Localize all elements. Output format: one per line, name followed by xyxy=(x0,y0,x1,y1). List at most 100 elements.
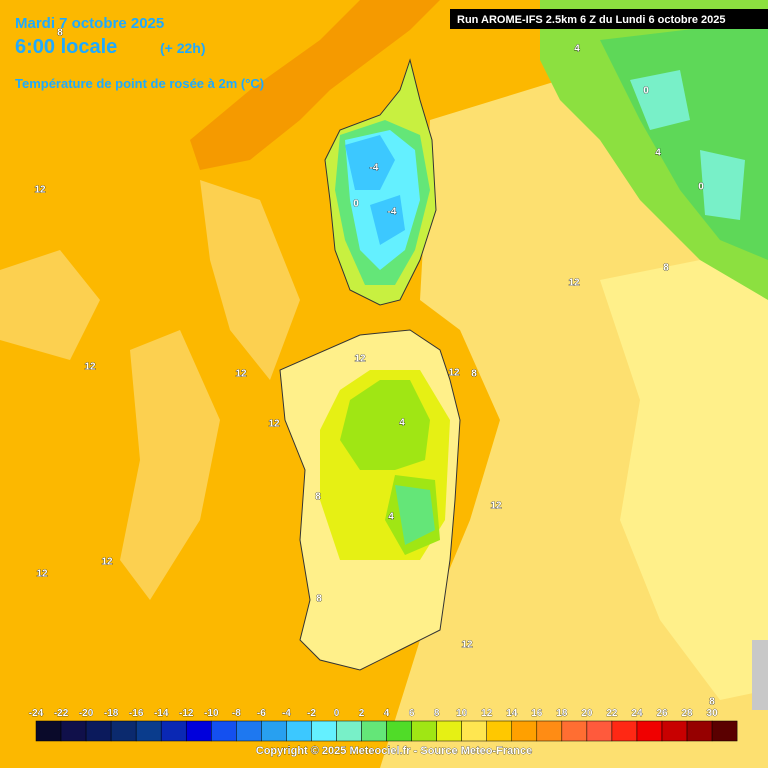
legend-swatch xyxy=(261,720,287,742)
contour-label: 8 xyxy=(471,369,477,380)
legend-tick-label: 22 xyxy=(606,708,618,719)
contour-label: -4 xyxy=(388,207,397,218)
contour-label: 12 xyxy=(568,278,580,289)
contour-label: 8 xyxy=(709,697,715,708)
legend-swatch xyxy=(586,720,613,742)
contour-label: 8 xyxy=(315,492,321,503)
legend-swatch xyxy=(411,720,437,742)
legend-tick-label: -10 xyxy=(204,708,219,719)
legend-tick-label: -14 xyxy=(154,708,169,719)
time: 6:00 locale xyxy=(15,36,117,58)
legend-swatch xyxy=(711,720,738,742)
legend-tick-label: 10 xyxy=(456,708,468,719)
contour-labels: 12 12 12 12 12 12 12 12 12 12 12 8 8 8 8 8 8 4 4 4 4 0 0 0 -4 -4 xyxy=(34,27,715,708)
contour-label: 12 xyxy=(34,185,46,196)
legend-swatch xyxy=(436,720,462,742)
legend-swatch xyxy=(636,720,663,742)
legend-tick-label: -4 xyxy=(282,708,291,719)
legend-swatch xyxy=(336,720,362,742)
color-legend: -24 -22 -20 -18 -16 -14 -12 -10 -8 -6 -4 -2 0 2 4 6 8 10 1… xyxy=(29,708,738,742)
legend-tick-label: -24 xyxy=(29,708,44,719)
legend-swatch xyxy=(386,720,412,742)
contour-label: 12 xyxy=(268,419,280,430)
legend-swatch xyxy=(35,720,62,742)
legend-tick-label: 28 xyxy=(681,708,693,719)
contour-label: 0 xyxy=(643,86,649,97)
contour-label: -4 xyxy=(370,163,379,174)
legend-swatch xyxy=(135,720,162,742)
legend-tick-label: 8 xyxy=(434,708,440,719)
copyright: Copyright © 2025 Meteociel.fr - Source M… xyxy=(256,745,532,757)
legend-tick-label: 16 xyxy=(531,708,543,719)
legend-tick-label: 24 xyxy=(631,708,643,719)
contour-label: 0 xyxy=(698,182,704,193)
contour-label: 12 xyxy=(490,501,502,512)
legend-tick-label: -18 xyxy=(104,708,119,719)
contour-label: 12 xyxy=(36,569,48,580)
legend-swatch xyxy=(536,720,563,742)
legend-swatch xyxy=(511,720,538,742)
legend-swatch xyxy=(85,720,112,742)
field-area xyxy=(630,70,745,220)
legend-swatch xyxy=(561,720,588,742)
legend-swatch xyxy=(110,720,137,742)
contour-label: 12 xyxy=(448,368,460,379)
contour-label: 12 xyxy=(235,369,247,380)
legend-swatch xyxy=(185,720,212,742)
legend-tick-label: -2 xyxy=(307,708,316,719)
legend-tick-label: 12 xyxy=(481,708,493,719)
field-area xyxy=(600,260,768,700)
contour-label: 12 xyxy=(101,557,113,568)
legend-tick-label: 0 xyxy=(334,708,340,719)
map-title: Température de point de rosée à 2m (°C) xyxy=(15,76,264,91)
field-area xyxy=(200,180,300,380)
contour-label: 8 xyxy=(57,28,63,39)
field-area xyxy=(190,0,440,170)
legend-swatch xyxy=(461,720,487,742)
contour-label: 8 xyxy=(316,594,322,605)
field-area xyxy=(120,330,220,600)
legend-tick-label: 4 xyxy=(384,708,390,719)
field-area xyxy=(345,135,405,245)
legend-swatch xyxy=(361,720,387,742)
contour-label: 4 xyxy=(574,44,580,55)
legend-tick-label: -22 xyxy=(54,708,69,719)
legend-tick-label: -6 xyxy=(257,708,266,719)
legend-swatch xyxy=(286,720,312,742)
run-box xyxy=(450,9,768,29)
legend-tick-label: -12 xyxy=(179,708,194,719)
legend-swatch xyxy=(211,720,237,742)
legend-swatch xyxy=(611,720,638,742)
contour-label: 12 xyxy=(461,640,473,651)
legend-tick-label: 2 xyxy=(359,708,365,719)
contour-label: 8 xyxy=(663,263,669,274)
contour-label: 4 xyxy=(655,148,661,159)
contour-label: 4 xyxy=(399,418,405,429)
legend-tick-label: -16 xyxy=(129,708,144,719)
legend-tick-label: -8 xyxy=(232,708,241,719)
legend-swatch xyxy=(661,720,688,742)
date: Mardi 7 octobre 2025 xyxy=(15,15,164,32)
field-area xyxy=(395,485,435,545)
legend-swatch xyxy=(686,720,713,742)
legend-tick-label: 30 xyxy=(707,708,719,719)
legend-tick-label: 6 xyxy=(409,708,415,719)
lead-time: (+ 22h) xyxy=(160,40,206,56)
legend-tick-label: 26 xyxy=(656,708,668,719)
run-info: Run AROME-IFS 2.5km 6 Z du Lundi 6 octob… xyxy=(457,14,726,26)
no-data xyxy=(752,640,768,710)
legend-swatch xyxy=(311,720,337,742)
legend-tick-label: 18 xyxy=(556,708,568,719)
contour-label: 4 xyxy=(388,512,394,523)
legend-swatch xyxy=(236,720,262,742)
contour-label: 12 xyxy=(84,362,96,373)
legend-tick-label: -20 xyxy=(79,708,94,719)
legend-tick-label: 14 xyxy=(506,708,518,719)
legend-swatch xyxy=(486,720,513,742)
legend-tick-label: 20 xyxy=(581,708,593,719)
legend-swatch xyxy=(60,720,87,742)
legend-swatch xyxy=(160,720,187,742)
contour-label: 0 xyxy=(353,199,359,210)
field-area xyxy=(0,250,100,360)
